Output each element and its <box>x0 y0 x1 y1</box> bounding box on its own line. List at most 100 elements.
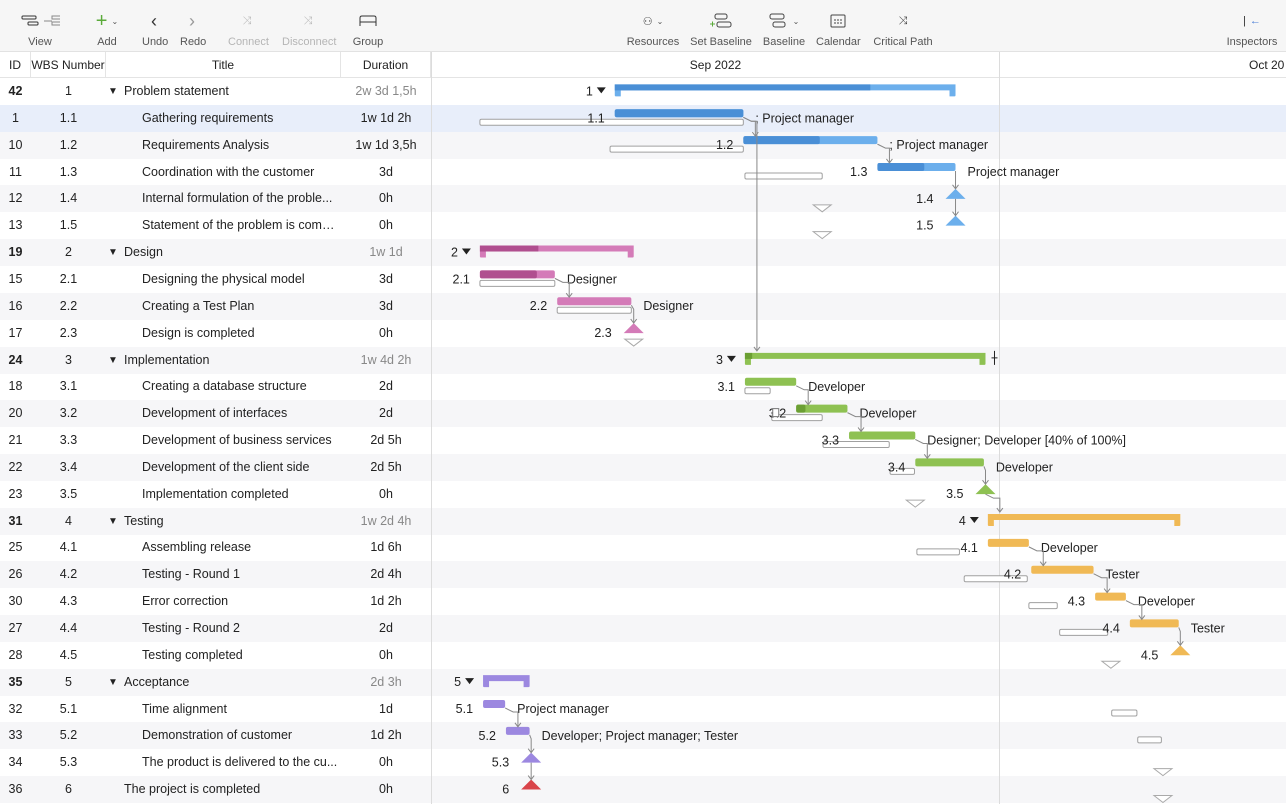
task-bar[interactable] <box>915 458 984 467</box>
baseline-bar <box>1111 709 1138 717</box>
table-row[interactable]: 36 6 The project is completed 0h <box>0 776 1286 804</box>
resources-button[interactable]: ⚇ ⌄ Resources <box>626 10 680 49</box>
summary-bar[interactable] <box>744 352 986 365</box>
link-arrow-icon <box>857 427 865 433</box>
summary-bar[interactable] <box>483 675 530 688</box>
baseline-bar <box>822 440 890 448</box>
baseline-bar <box>479 118 744 126</box>
task-bar[interactable] <box>483 699 506 708</box>
link-arrow-icon <box>886 158 893 164</box>
table-row[interactable]: 31 4 ▼ Testing 1w 2d 4h <box>0 507 1286 535</box>
link-arrow-icon <box>630 318 638 324</box>
baseline-button[interactable]: ⌄ Baseline <box>762 10 806 48</box>
toolbar-label: Critical Path <box>873 36 933 48</box>
resource-label: Project manager <box>517 702 609 716</box>
resource-label: Designer <box>643 299 693 313</box>
link-arrow-icon <box>804 400 812 406</box>
column-title[interactable]: Title <box>106 52 341 78</box>
milestone-marker[interactable] <box>975 484 996 495</box>
milestone-marker[interactable] <box>945 215 966 226</box>
resource-label: Designer; Developer [40% of 100%] <box>927 433 1126 447</box>
wbs-label: 5.3 <box>492 756 509 770</box>
view-button[interactable]: View <box>20 10 60 48</box>
collapse-triangle-icon[interactable] <box>461 248 471 255</box>
table-row[interactable]: 10 1.2 Requirements Analysis 1w 1d 3,5h <box>0 131 1286 159</box>
toolbar-label: Baseline <box>762 36 806 48</box>
task-bar[interactable] <box>1129 619 1179 628</box>
calendar-button[interactable]: Calendar <box>816 10 861 48</box>
chevron-right-icon: › <box>189 10 195 31</box>
wbs-label: 2.1 <box>453 272 470 286</box>
toolbar-label: Redo <box>180 36 207 48</box>
baseline-milestone <box>1152 768 1174 777</box>
dependency-link <box>743 116 758 351</box>
column-id[interactable]: ID <box>0 52 31 78</box>
view-icon <box>20 10 60 32</box>
task-bar[interactable] <box>849 431 916 440</box>
table-row[interactable]: 12 1.4 Internal formulation of the probl… <box>0 185 1286 213</box>
disconnect-button[interactable]: ⤨ Disconnect <box>282 10 336 49</box>
milestone-marker[interactable] <box>521 779 542 790</box>
milestone-marker[interactable] <box>1170 645 1191 656</box>
milestone-marker[interactable] <box>945 188 966 199</box>
column-wbs[interactable]: WBS Number <box>31 52 106 78</box>
dependency-link <box>1178 627 1181 646</box>
collapse-triangle-icon[interactable] <box>969 517 979 524</box>
month-gridline <box>999 52 1000 804</box>
wbs-label: 3.4 <box>888 460 905 474</box>
table-row[interactable]: 24 3 ▼ Implementation 1w 4d 2h <box>0 346 1286 374</box>
set-baseline-button[interactable]: Set Baseline <box>690 10 752 48</box>
table-row[interactable]: 20 3.2 Development of interfaces 2d <box>0 400 1286 428</box>
resources-icon: ⚇ ⌄ <box>642 15 664 28</box>
dependency-link <box>554 277 570 298</box>
column-duration[interactable]: Duration <box>341 52 431 78</box>
baseline-bar <box>771 414 823 422</box>
dependency-link <box>630 304 635 324</box>
pane-divider[interactable] <box>431 52 432 804</box>
group-button[interactable]: Group <box>350 10 386 48</box>
milestone-marker[interactable] <box>623 323 644 334</box>
wbs-label: 3.5 <box>946 487 963 501</box>
collapse-triangle-icon[interactable] <box>465 678 475 685</box>
task-bar[interactable] <box>796 404 848 413</box>
table-row[interactable]: 16 2.2 Creating a Test Plan 3d <box>0 292 1286 320</box>
resource-label: Developer; Project manager; Tester <box>542 729 738 743</box>
wbs-label: 2.2 <box>530 299 547 313</box>
collapse-triangle-icon[interactable] <box>726 355 736 362</box>
wbs-label: 1.4 <box>916 192 933 206</box>
summary-bar[interactable] <box>987 514 1181 527</box>
collapse-triangle-icon[interactable] <box>596 87 606 94</box>
task-bar[interactable] <box>987 538 1029 547</box>
task-bar[interactable] <box>505 726 530 735</box>
table-row[interactable]: 27 4.4 Testing - Round 2 2d <box>0 615 1286 642</box>
task-bar[interactable] <box>557 297 632 306</box>
table-row[interactable]: 22 3.4 Development of the client side 2d… <box>0 453 1286 481</box>
wbs-label: 6 <box>502 783 509 797</box>
wbs-label: 1.5 <box>916 219 933 233</box>
disconnect-icon: ⤨ <box>303 14 313 27</box>
inspectors-icon: | ← <box>1243 15 1261 27</box>
connect-icon: ⤨ <box>242 14 252 27</box>
task-bar[interactable] <box>1031 565 1094 574</box>
redo-button[interactable]: › Redo <box>180 10 207 49</box>
resource-label: Developer <box>808 380 865 394</box>
task-bar[interactable] <box>1095 592 1126 601</box>
task-bar[interactable] <box>744 377 797 386</box>
baseline-icon: ⌄ <box>762 10 806 32</box>
baseline-bar <box>1059 628 1109 636</box>
baseline-milestone <box>1152 795 1174 804</box>
table-row[interactable]: 35 5 ▼ Acceptance 2d 3h <box>0 668 1286 696</box>
dependency-link <box>1093 573 1108 593</box>
dependency-link <box>1028 546 1044 566</box>
milestone-marker[interactable] <box>521 752 542 763</box>
table-row[interactable]: 19 2 ▼ Design 1w 1d <box>0 239 1286 267</box>
link-arrow-icon <box>923 454 931 460</box>
inspectors-button[interactable]: | ← Inspectors <box>1226 10 1278 48</box>
undo-button[interactable]: ‹ Undo <box>142 10 168 49</box>
baseline-bar <box>1137 736 1162 744</box>
critical-path-button[interactable]: ⤨ Critical Path <box>872 10 934 49</box>
summary-label: 4 <box>959 514 966 528</box>
add-button[interactable]: + ⌄ Add <box>92 10 122 49</box>
connect-button[interactable]: ⤨ Connect <box>228 10 269 49</box>
table-row[interactable]: 33 5.2 Demonstration of customer 1d 2h <box>0 722 1286 750</box>
